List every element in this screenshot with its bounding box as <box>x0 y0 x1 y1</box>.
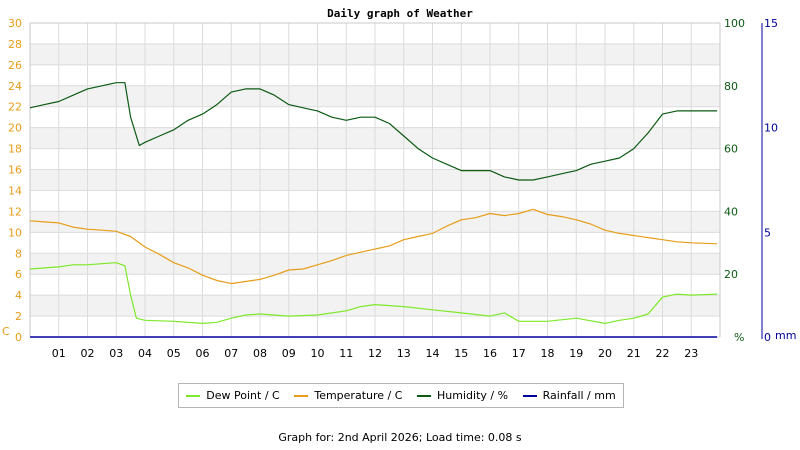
x-tick-label: 07 <box>224 347 238 360</box>
legend-swatch <box>186 394 201 397</box>
x-tick-label: 10 <box>311 347 325 360</box>
left-axis-tick: 26 <box>8 59 22 72</box>
left-axis-tick: 0 <box>15 331 22 344</box>
left-axis-tick: 28 <box>8 38 22 51</box>
x-tick-label: 14 <box>426 347 440 360</box>
left-axis-tick: 2 <box>15 310 22 323</box>
humidity-axis-unit: % <box>734 331 744 344</box>
x-tick-label: 18 <box>541 347 555 360</box>
x-tick-label: 11 <box>339 347 353 360</box>
chart-axes <box>29 22 763 339</box>
x-tick-label: 04 <box>138 347 152 360</box>
humidity-axis-tick: 40 <box>724 205 738 218</box>
x-tick-label: 15 <box>454 347 468 360</box>
x-tick-label: 09 <box>282 347 296 360</box>
x-tick-label: 05 <box>167 347 181 360</box>
humidity-axis-tick: 60 <box>724 143 738 156</box>
legend-label: Dew Point / C <box>206 389 280 402</box>
left-axis-tick: 10 <box>8 226 22 239</box>
left-axis-tick: 18 <box>8 143 22 156</box>
rain-axis-tick: 10 <box>764 122 778 135</box>
chart-ticks: 01 02 03 04 05 06 07 08 09 10 11 12 13 14 15 16 17 18 19 20… <box>2 17 796 360</box>
humidity-axis-tick: 100 <box>724 17 745 30</box>
dew-series-line <box>29 262 718 324</box>
chart-series <box>29 82 718 338</box>
legend-label: Temperature / C <box>314 389 403 402</box>
x-tick-label: 12 <box>368 347 382 360</box>
legend-label: Humidity / % <box>437 389 509 402</box>
left-axis-tick: 4 <box>15 289 22 302</box>
chart-title: Daily graph of Weather <box>327 7 473 20</box>
left-axis-tick: 24 <box>8 80 22 93</box>
left-axis-unit: C <box>2 325 10 338</box>
temperature-series-line <box>29 208 718 285</box>
rain-axis-tick: 0 <box>764 331 771 344</box>
left-axis-tick: 30 <box>8 17 22 30</box>
left-axis-tick: 8 <box>15 247 22 260</box>
legend-item: Rainfall / mm <box>522 389 616 402</box>
legend-swatch <box>417 394 432 397</box>
chart-legend: Dew Point / C Temperature / C Humidity / %… <box>178 383 624 408</box>
x-tick-label: 01 <box>52 347 66 360</box>
left-axis-tick: 6 <box>15 268 22 281</box>
x-tick-label: 21 <box>627 347 641 360</box>
legend-item: Temperature / C <box>294 389 402 402</box>
x-tick-label: 03 <box>109 347 123 360</box>
humidity-axis-tick: 20 <box>724 268 738 281</box>
x-tick-label: 02 <box>81 347 95 360</box>
x-tick-label: 23 <box>684 347 698 360</box>
rain-axis-unit: mm <box>775 329 796 342</box>
legend-item: Dew Point / C <box>186 389 280 402</box>
humidity-axis-tick: 80 <box>724 80 738 93</box>
rain-axis-tick: 5 <box>764 226 771 239</box>
x-tick-label: 13 <box>397 347 411 360</box>
humidity-series-line <box>29 82 718 181</box>
x-tick-label: 19 <box>569 347 583 360</box>
legend-item: Humidity / % <box>417 389 508 402</box>
x-tick-label: 06 <box>196 347 210 360</box>
legend-label: Rainfall / mm <box>542 389 616 402</box>
left-axis-tick: 16 <box>8 164 22 177</box>
legend-swatch <box>522 394 537 397</box>
x-tick-label: 16 <box>483 347 497 360</box>
x-tick-label: 17 <box>512 347 526 360</box>
rain-axis-tick: 15 <box>764 17 778 30</box>
legend-swatch <box>294 394 309 397</box>
left-axis-tick: 22 <box>8 101 22 114</box>
x-tick-label: 20 <box>598 347 612 360</box>
footer-status: Graph for: 2nd April 2026; Load time: 0.… <box>278 431 522 444</box>
x-tick-label: 08 <box>253 347 267 360</box>
left-axis-tick: 20 <box>8 122 22 135</box>
x-tick-label: 22 <box>656 347 670 360</box>
left-axis-tick: 14 <box>8 184 22 197</box>
left-axis-tick: 12 <box>8 205 22 218</box>
